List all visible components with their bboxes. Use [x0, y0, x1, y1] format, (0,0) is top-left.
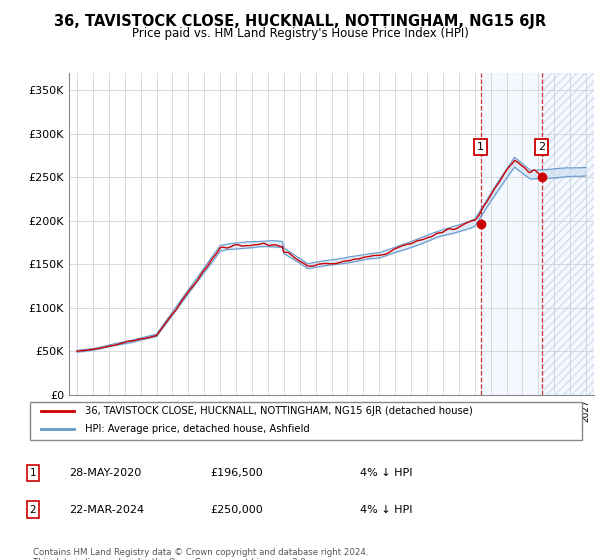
Text: £250,000: £250,000	[210, 505, 263, 515]
Text: Price paid vs. HM Land Registry's House Price Index (HPI): Price paid vs. HM Land Registry's House …	[131, 27, 469, 40]
Text: 4% ↓ HPI: 4% ↓ HPI	[360, 468, 413, 478]
Text: 36, TAVISTOCK CLOSE, HUCKNALL, NOTTINGHAM, NG15 6JR (detached house): 36, TAVISTOCK CLOSE, HUCKNALL, NOTTINGHA…	[85, 406, 473, 416]
Bar	[542, 73, 594, 395]
Text: 4% ↓ HPI: 4% ↓ HPI	[360, 505, 413, 515]
Text: £196,500: £196,500	[210, 468, 263, 478]
Text: 28-MAY-2020: 28-MAY-2020	[69, 468, 141, 478]
Text: 1: 1	[29, 468, 37, 478]
Text: Contains HM Land Registry data © Crown copyright and database right 2024.
This d: Contains HM Land Registry data © Crown c…	[33, 548, 368, 560]
Text: HPI: Average price, detached house, Ashfield: HPI: Average price, detached house, Ashf…	[85, 424, 310, 434]
Bar	[481, 73, 594, 395]
Bar	[542, 73, 594, 395]
FancyBboxPatch shape	[30, 402, 582, 440]
Text: 36, TAVISTOCK CLOSE, HUCKNALL, NOTTINGHAM, NG15 6JR: 36, TAVISTOCK CLOSE, HUCKNALL, NOTTINGHA…	[54, 14, 546, 29]
Text: 1: 1	[477, 142, 484, 152]
Text: 2: 2	[29, 505, 37, 515]
Text: 22-MAR-2024: 22-MAR-2024	[69, 505, 144, 515]
Text: 2: 2	[538, 142, 545, 152]
